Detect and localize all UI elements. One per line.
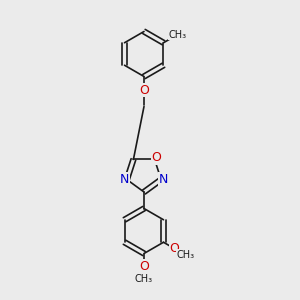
Text: CH₃: CH₃ [135,274,153,284]
Text: O: O [139,83,149,97]
Text: CH₃: CH₃ [169,29,187,40]
Text: O: O [151,152,161,164]
Text: O: O [169,242,179,255]
Text: O: O [139,260,149,273]
Text: N: N [120,173,129,186]
Text: N: N [159,173,168,186]
Text: CH₃: CH₃ [176,250,194,260]
